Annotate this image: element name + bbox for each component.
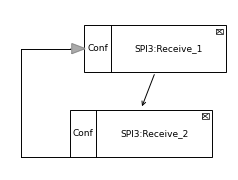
Polygon shape	[72, 44, 85, 54]
Bar	[202, 113, 209, 119]
Text: SPI3:Receive_1: SPI3:Receive_1	[134, 44, 203, 53]
Bar	[216, 29, 223, 34]
Bar	[70, 110, 212, 157]
Bar	[84, 25, 226, 72]
Text: Conf: Conf	[87, 44, 108, 53]
Text: SPI3:Receive_2: SPI3:Receive_2	[120, 129, 188, 138]
Text: Conf: Conf	[73, 129, 94, 138]
